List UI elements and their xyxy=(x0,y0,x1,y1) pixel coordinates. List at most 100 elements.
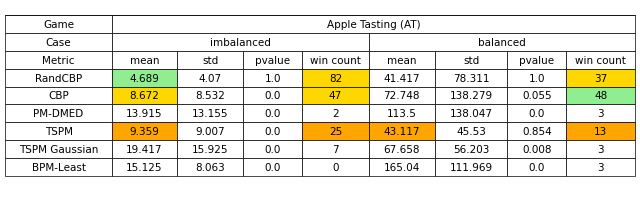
Text: 43.117: 43.117 xyxy=(383,127,420,137)
Bar xyxy=(112,123,177,140)
Text: 0.0: 0.0 xyxy=(264,144,281,154)
Text: Case: Case xyxy=(46,38,72,48)
Bar xyxy=(369,105,435,123)
Text: win count: win count xyxy=(575,55,626,65)
Bar xyxy=(243,52,302,69)
Text: 9.359: 9.359 xyxy=(129,127,159,137)
Text: mean: mean xyxy=(130,55,159,65)
Bar xyxy=(5,105,112,123)
Bar xyxy=(435,105,508,123)
Bar xyxy=(5,140,112,158)
Text: win count: win count xyxy=(310,55,361,65)
Text: 4.689: 4.689 xyxy=(129,73,159,83)
Bar xyxy=(112,158,177,176)
Text: PM-DMED: PM-DMED xyxy=(33,109,84,119)
Text: 8.672: 8.672 xyxy=(129,91,159,101)
Text: 0.854: 0.854 xyxy=(522,127,552,137)
Text: 25: 25 xyxy=(329,127,342,137)
Bar xyxy=(566,69,635,87)
Bar xyxy=(112,87,177,105)
Text: 8.532: 8.532 xyxy=(195,91,225,101)
Text: 138.047: 138.047 xyxy=(450,109,493,119)
Text: 111.969: 111.969 xyxy=(450,162,493,172)
Bar xyxy=(243,69,302,87)
Text: 1.0: 1.0 xyxy=(529,73,545,83)
Text: 0.055: 0.055 xyxy=(522,91,552,101)
Bar xyxy=(508,52,566,69)
Bar xyxy=(177,52,243,69)
Text: 8.063: 8.063 xyxy=(195,162,225,172)
Text: 0.0: 0.0 xyxy=(264,162,281,172)
Bar xyxy=(508,69,566,87)
Text: 0.0: 0.0 xyxy=(264,109,281,119)
Bar xyxy=(435,69,508,87)
Bar xyxy=(566,158,635,176)
Bar xyxy=(566,52,635,69)
Text: 13.155: 13.155 xyxy=(192,109,228,119)
Text: std: std xyxy=(202,55,218,65)
Text: 0.0: 0.0 xyxy=(529,109,545,119)
Text: pvalue: pvalue xyxy=(255,55,291,65)
Bar xyxy=(177,87,243,105)
Text: 0.0: 0.0 xyxy=(264,91,281,101)
Bar xyxy=(508,123,566,140)
Text: 3: 3 xyxy=(597,162,604,172)
Text: imbalanced: imbalanced xyxy=(210,38,271,48)
Text: 67.658: 67.658 xyxy=(383,144,420,154)
Text: pvalue: pvalue xyxy=(519,55,554,65)
Text: TSPM Gaussian: TSPM Gaussian xyxy=(19,144,99,154)
Text: 48: 48 xyxy=(594,91,607,101)
Text: 13.915: 13.915 xyxy=(126,109,163,119)
Text: Apple Tasting (AT): Apple Tasting (AT) xyxy=(326,20,420,30)
Bar xyxy=(177,158,243,176)
Text: 2: 2 xyxy=(332,109,339,119)
Bar xyxy=(435,158,508,176)
Text: 72.748: 72.748 xyxy=(383,91,420,101)
Text: 56.203: 56.203 xyxy=(453,144,490,154)
Bar xyxy=(369,87,435,105)
Text: TSPM: TSPM xyxy=(45,127,72,137)
Bar xyxy=(508,105,566,123)
Text: 0.008: 0.008 xyxy=(522,144,552,154)
Bar xyxy=(566,140,635,158)
Bar xyxy=(302,105,369,123)
Bar xyxy=(369,34,635,52)
Bar xyxy=(5,34,112,52)
Bar xyxy=(112,34,369,52)
Bar xyxy=(243,158,302,176)
Text: 41.417: 41.417 xyxy=(383,73,420,83)
Text: 9.007: 9.007 xyxy=(195,127,225,137)
Text: RandCBP: RandCBP xyxy=(35,73,82,83)
Bar xyxy=(566,123,635,140)
Bar xyxy=(112,140,177,158)
Bar xyxy=(435,140,508,158)
Bar xyxy=(435,52,508,69)
Bar xyxy=(566,87,635,105)
Bar xyxy=(177,123,243,140)
Text: 37: 37 xyxy=(594,73,607,83)
Bar xyxy=(112,52,177,69)
Bar xyxy=(302,123,369,140)
Text: 0: 0 xyxy=(332,162,339,172)
Bar xyxy=(435,123,508,140)
Text: 78.311: 78.311 xyxy=(453,73,490,83)
Bar xyxy=(177,140,243,158)
Bar xyxy=(566,105,635,123)
Bar xyxy=(5,123,112,140)
Bar xyxy=(243,123,302,140)
Bar xyxy=(508,158,566,176)
Text: mean: mean xyxy=(387,55,417,65)
Bar xyxy=(177,69,243,87)
Bar xyxy=(112,16,635,34)
Bar xyxy=(435,87,508,105)
Bar xyxy=(5,158,112,176)
Text: 4.07: 4.07 xyxy=(198,73,221,83)
Bar xyxy=(369,123,435,140)
Bar xyxy=(369,52,435,69)
Bar xyxy=(112,69,177,87)
Bar xyxy=(302,69,369,87)
Bar xyxy=(243,87,302,105)
Text: 113.5: 113.5 xyxy=(387,109,417,119)
Bar xyxy=(302,140,369,158)
Text: 3: 3 xyxy=(597,144,604,154)
